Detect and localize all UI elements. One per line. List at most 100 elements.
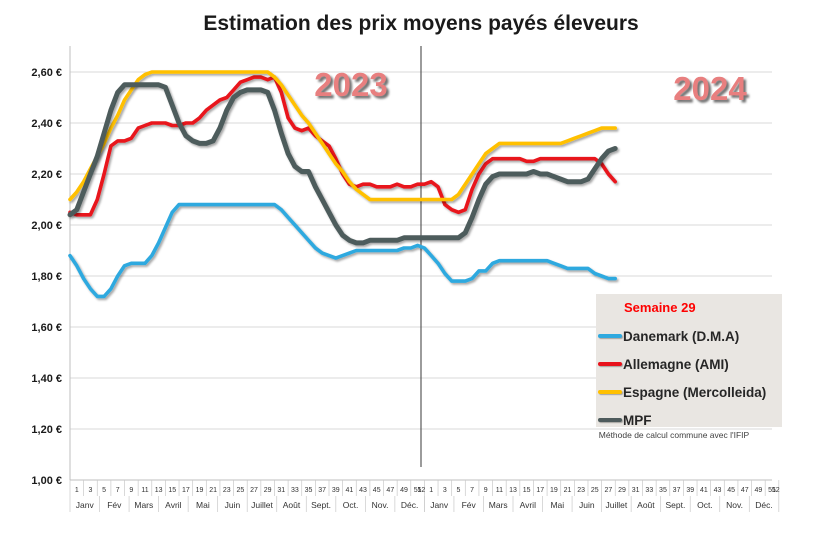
month-tick-label: Nov. [372,500,389,510]
month-tick-label: Janv [76,500,95,510]
week-tick-label: 11 [496,487,503,494]
week-tick-label: 27 [250,487,258,494]
y-axis-tick-label: 2,40 € [31,118,62,130]
week-tick-label: 15 [523,487,531,494]
allemagne-line-swatch [598,362,622,366]
month-tick-label: Fév [107,500,122,510]
month-tick-label: Oct. [697,500,713,510]
month-tick-label: Juillet [606,500,628,510]
week-tick-label: 23 [223,487,231,494]
week-tick-label: 25 [591,487,599,494]
month-tick-label: Janv [430,500,449,510]
week-tick-label: 7 [116,487,120,494]
week-tick-label: 52 [772,487,780,494]
y-axis-tick-label: 2,20 € [31,169,62,181]
week-tick-label: 9 [129,487,133,494]
month-tick-label: Juin [579,500,595,510]
week-tick-label: 3 [88,487,92,494]
week-tick-label: 47 [386,487,394,494]
week-tick-label: 21 [564,487,572,494]
week-tick-label: 41 [700,487,708,494]
espagne-line-swatch [598,390,622,394]
legend-item-mpf: MPF [598,406,778,434]
y-axis-tick-label: 2,60 € [31,67,62,79]
month-tick-label: Sept. [666,500,686,510]
week-tick-label: 45 [373,487,381,494]
legend-item-allemagne: Allemagne (AMI) [598,350,778,378]
week-tick-label: 49 [400,487,408,494]
legend-header-week: Semaine 29 [624,300,696,315]
y-axis-tick-label: 1,80 € [31,271,62,283]
week-tick-label: 52 [418,487,426,494]
legend-item-espagne: Espagne (Mercolleida) [598,378,778,406]
week-tick-label: 13 [155,487,163,494]
month-tick-label: Avril [165,500,181,510]
week-tick-label: 35 [305,487,313,494]
month-tick-label: Sept. [311,500,331,510]
week-tick-label: 3 [443,487,447,494]
y-axis-tick-label: 2,00 € [31,220,62,232]
week-tick-label: 21 [209,487,217,494]
week-tick-label: 1 [429,487,433,494]
week-tick-label: 23 [577,487,585,494]
week-tick-label: 31 [277,487,285,494]
week-tick-label: 5 [102,487,106,494]
week-tick-label: 5 [457,487,461,494]
month-tick-label: Oct. [343,500,359,510]
month-tick-label: Juin [225,500,241,510]
page-title: Estimation des prix moyens payés éleveur… [203,12,639,35]
week-tick-label: 47 [741,487,749,494]
legend-item-label: Danemark (D.M.A) [623,328,740,344]
month-tick-label: Déc. [755,500,772,510]
y-axis-tick-label: 1,40 € [31,373,62,385]
week-tick-label: 17 [536,487,544,494]
month-tick-label: Mai [550,500,564,510]
month-tick-label: Déc. [401,500,418,510]
week-tick-label: 39 [332,487,340,494]
month-tick-label: Nov. [726,500,743,510]
legend-box: Semaine 29 Danemark (D.M.A) Allemagne (A… [596,294,782,428]
month-tick-label: Août [637,500,655,510]
legend-item-label: MPF [623,412,652,428]
year-label-2023: 2023 [314,66,388,103]
month-tick-label: Mai [196,500,210,510]
week-tick-label: 19 [550,487,558,494]
week-tick-label: 33 [645,487,653,494]
y-axis-tick-label: 1,20 € [31,424,62,436]
month-tick-label: Mars [489,500,508,510]
week-tick-label: 25 [236,487,244,494]
week-tick-label: 35 [659,487,667,494]
month-tick-label: Fév [462,500,477,510]
week-tick-label: 15 [168,487,176,494]
y-axis-tick-label: 1,60 € [31,322,62,334]
danemark-line-swatch [598,334,622,338]
month-tick-label: Juillet [251,500,273,510]
month-tick-label: Mars [134,500,153,510]
week-tick-label: 43 [714,487,722,494]
week-tick-label: 9 [484,487,488,494]
y-axis-tick-label: 1,00 € [31,475,62,487]
week-tick-label: 7 [470,487,474,494]
week-tick-label: 43 [359,487,367,494]
week-tick-label: 51 [768,487,776,494]
week-tick-label: 1 [75,487,79,494]
legend-item-label: Espagne (Mercolleida) [623,384,767,400]
week-tick-label: 17 [182,487,190,494]
mpf-line-swatch [598,418,622,422]
month-tick-label: Avril [520,500,536,510]
week-tick-label: 45 [727,487,735,494]
week-tick-label: 31 [632,487,640,494]
year-label-2024: 2024 [673,70,747,107]
week-tick-label: 41 [346,487,354,494]
series-line-mpf [67,82,618,246]
week-tick-label: 11 [141,487,148,494]
method-note: Méthode de calcul commune avec l'IFIP [598,430,750,440]
week-tick-label: 29 [618,487,626,494]
week-tick-label: 51 [414,487,422,494]
week-tick-label: 39 [686,487,694,494]
week-tick-label: 27 [605,487,613,494]
series-line-danemark-d-m-a [68,202,618,299]
week-tick-label: 13 [509,487,517,494]
